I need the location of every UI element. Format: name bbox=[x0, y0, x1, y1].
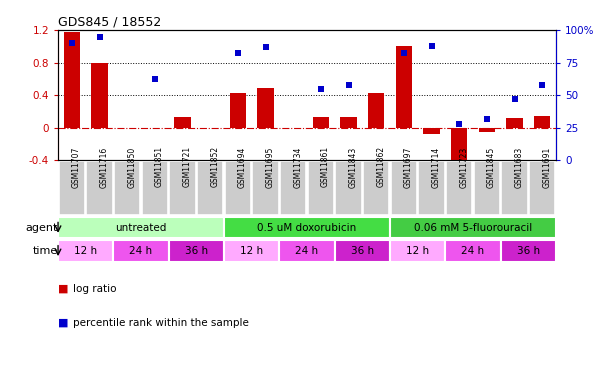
Text: GSM11851: GSM11851 bbox=[155, 146, 164, 188]
FancyBboxPatch shape bbox=[335, 161, 362, 215]
Text: GSM11683: GSM11683 bbox=[514, 146, 524, 188]
Text: 24 h: 24 h bbox=[130, 246, 153, 256]
FancyBboxPatch shape bbox=[59, 161, 85, 215]
Bar bbox=[423, 128, 440, 134]
Text: GSM11861: GSM11861 bbox=[321, 146, 330, 188]
FancyBboxPatch shape bbox=[197, 161, 224, 215]
Bar bbox=[174, 117, 191, 128]
Bar bbox=[395, 46, 412, 128]
Text: log ratio: log ratio bbox=[73, 284, 117, 294]
FancyBboxPatch shape bbox=[224, 240, 279, 262]
Text: GSM11695: GSM11695 bbox=[266, 146, 274, 188]
FancyBboxPatch shape bbox=[58, 217, 224, 238]
Point bbox=[482, 116, 492, 122]
FancyBboxPatch shape bbox=[307, 161, 334, 215]
FancyBboxPatch shape bbox=[474, 161, 500, 215]
FancyBboxPatch shape bbox=[169, 161, 196, 215]
Point bbox=[510, 96, 519, 102]
Text: GDS845 / 18552: GDS845 / 18552 bbox=[58, 16, 161, 29]
Text: ■: ■ bbox=[58, 318, 72, 327]
Text: GSM11723: GSM11723 bbox=[459, 146, 468, 188]
Bar bbox=[257, 88, 274, 128]
Text: 24 h: 24 h bbox=[296, 246, 318, 256]
Text: GSM11852: GSM11852 bbox=[210, 146, 219, 188]
Text: 12 h: 12 h bbox=[74, 246, 97, 256]
Bar bbox=[313, 117, 329, 128]
Bar bbox=[230, 93, 246, 128]
Point bbox=[455, 121, 464, 127]
Text: GSM11721: GSM11721 bbox=[183, 146, 191, 188]
Text: ■: ■ bbox=[58, 284, 72, 294]
FancyBboxPatch shape bbox=[390, 217, 556, 238]
FancyBboxPatch shape bbox=[500, 240, 556, 262]
Text: 12 h: 12 h bbox=[240, 246, 263, 256]
Text: GSM11691: GSM11691 bbox=[542, 146, 551, 188]
FancyBboxPatch shape bbox=[58, 240, 114, 262]
Text: 36 h: 36 h bbox=[517, 246, 540, 256]
FancyBboxPatch shape bbox=[142, 161, 168, 215]
Bar bbox=[340, 117, 357, 128]
Text: untreated: untreated bbox=[115, 223, 167, 232]
Bar bbox=[506, 118, 523, 128]
FancyBboxPatch shape bbox=[114, 161, 141, 215]
Text: 24 h: 24 h bbox=[461, 246, 485, 256]
Text: 12 h: 12 h bbox=[406, 246, 430, 256]
Text: 0.06 mM 5-fluorouracil: 0.06 mM 5-fluorouracil bbox=[414, 223, 532, 232]
Bar bbox=[368, 93, 384, 128]
Text: GSM11714: GSM11714 bbox=[431, 146, 441, 188]
FancyBboxPatch shape bbox=[529, 161, 555, 215]
Point bbox=[150, 76, 159, 82]
Text: GSM11694: GSM11694 bbox=[238, 146, 247, 188]
FancyBboxPatch shape bbox=[419, 161, 445, 215]
Point bbox=[343, 82, 353, 88]
Text: 36 h: 36 h bbox=[185, 246, 208, 256]
Text: GSM11716: GSM11716 bbox=[100, 146, 109, 188]
FancyBboxPatch shape bbox=[225, 161, 251, 215]
Bar bbox=[64, 32, 80, 128]
Text: time: time bbox=[33, 246, 58, 256]
Text: agent: agent bbox=[26, 223, 58, 232]
FancyBboxPatch shape bbox=[224, 217, 390, 238]
Text: GSM11707: GSM11707 bbox=[72, 146, 81, 188]
Point bbox=[426, 43, 436, 49]
Text: GSM11862: GSM11862 bbox=[376, 146, 385, 188]
Text: 36 h: 36 h bbox=[351, 246, 374, 256]
FancyBboxPatch shape bbox=[445, 240, 500, 262]
Text: 0.5 uM doxorubicin: 0.5 uM doxorubicin bbox=[257, 223, 357, 232]
FancyBboxPatch shape bbox=[252, 161, 279, 215]
FancyBboxPatch shape bbox=[114, 240, 169, 262]
Bar bbox=[451, 128, 467, 162]
Point bbox=[95, 33, 104, 39]
Bar bbox=[91, 63, 108, 128]
Text: GSM11697: GSM11697 bbox=[404, 146, 413, 188]
Point bbox=[399, 50, 409, 56]
FancyBboxPatch shape bbox=[86, 161, 113, 215]
Point bbox=[537, 82, 547, 88]
Text: percentile rank within the sample: percentile rank within the sample bbox=[73, 318, 249, 327]
Point bbox=[261, 44, 271, 50]
Text: GSM11845: GSM11845 bbox=[487, 146, 496, 188]
Text: GSM11850: GSM11850 bbox=[127, 146, 136, 188]
FancyBboxPatch shape bbox=[279, 240, 335, 262]
Point bbox=[233, 50, 243, 56]
FancyBboxPatch shape bbox=[446, 161, 472, 215]
Point bbox=[67, 40, 77, 46]
FancyBboxPatch shape bbox=[390, 240, 445, 262]
FancyBboxPatch shape bbox=[335, 240, 390, 262]
Text: GSM11734: GSM11734 bbox=[293, 146, 302, 188]
FancyBboxPatch shape bbox=[363, 161, 389, 215]
Point bbox=[316, 86, 326, 92]
FancyBboxPatch shape bbox=[501, 161, 528, 215]
Bar bbox=[478, 128, 495, 132]
Text: GSM11843: GSM11843 bbox=[348, 146, 357, 188]
FancyBboxPatch shape bbox=[390, 161, 417, 215]
FancyBboxPatch shape bbox=[169, 240, 224, 262]
Bar bbox=[534, 116, 551, 128]
FancyBboxPatch shape bbox=[280, 161, 307, 215]
